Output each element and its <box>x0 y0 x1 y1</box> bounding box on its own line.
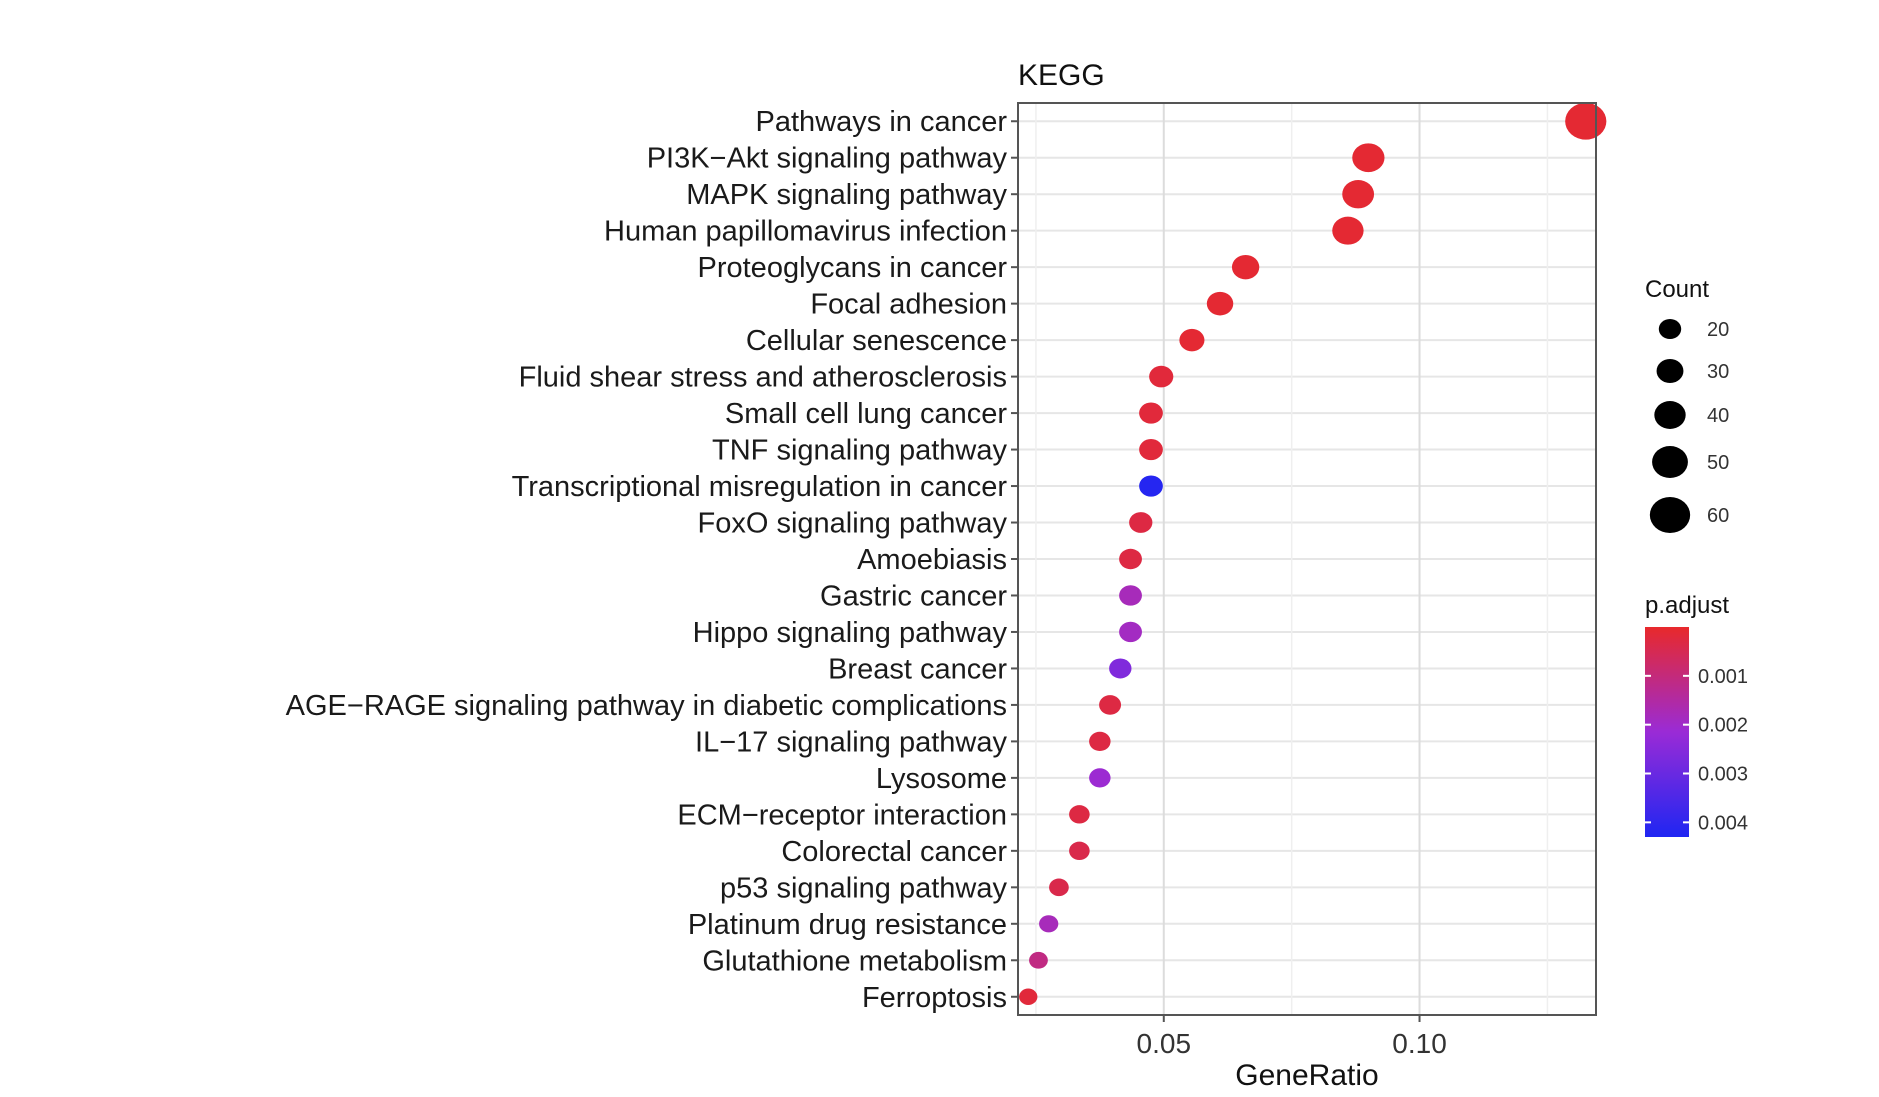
data-point <box>1069 805 1090 824</box>
y-tick-label: Transcriptional misregulation in cancer <box>512 471 1008 503</box>
data-point <box>1049 878 1069 897</box>
data-point <box>1342 180 1375 209</box>
y-tick-label: Fluid shear stress and atherosclerosis <box>519 362 1007 394</box>
y-tick-label: Pathways in cancer <box>756 106 1008 138</box>
data-point <box>1109 658 1132 679</box>
data-point <box>1119 585 1142 606</box>
data-point <box>1179 328 1205 352</box>
count-legend-dot <box>1649 497 1691 533</box>
colorbar-tick-label: 0.003 <box>1698 764 1748 786</box>
y-tick-label: MAPK signaling pathway <box>686 179 1007 211</box>
y-tick-label: Breast cancer <box>828 653 1007 685</box>
count-legend-title: Count <box>1645 276 1709 303</box>
y-tick-label: AGE−RAGE signaling pathway in diabetic c… <box>286 690 1007 722</box>
data-point <box>1019 988 1038 1005</box>
data-point <box>1139 475 1163 497</box>
y-tick-label: Glutathione metabolism <box>702 945 1007 977</box>
data-point <box>1352 143 1385 173</box>
colorbar-tick-label: 0.004 <box>1698 812 1748 834</box>
count-legend: Count 20 30 40 50 60 <box>1645 276 1729 533</box>
y-tick-label: ECM−receptor interaction <box>677 799 1007 831</box>
y-tick-label: Proteoglycans in cancer <box>698 252 1008 284</box>
count-legend-label: 30 <box>1707 361 1729 383</box>
grid-lines <box>1018 103 1596 1015</box>
x-tick-label: 0.10 <box>1392 1028 1447 1059</box>
data-points <box>1019 102 1607 1005</box>
colorbar-tick-label: 0.002 <box>1698 715 1748 737</box>
data-point <box>1565 102 1607 140</box>
y-tick-label: Focal adhesion <box>810 289 1007 321</box>
y-tick-label: Platinum drug resistance <box>688 909 1007 941</box>
y-tick-label: Cellular senescence <box>746 325 1007 357</box>
y-tick-label: Ferroptosis <box>862 982 1007 1014</box>
count-legend-dot <box>1654 401 1686 429</box>
y-tick-label: Amoebiasis <box>857 544 1007 576</box>
x-axis-title: GeneRatio <box>1235 1059 1378 1092</box>
p-adjust-colorbar <box>1645 627 1689 837</box>
y-tick-label: Human papillomavirus infection <box>604 216 1007 248</box>
p-adjust-legend-title: p.adjust <box>1645 592 1729 619</box>
y-tick-label: Small cell lung cancer <box>725 398 1007 430</box>
data-point <box>1332 216 1364 245</box>
colorbar-tick-label: 0.001 <box>1698 666 1748 688</box>
data-point <box>1206 291 1234 316</box>
data-point <box>1129 512 1153 533</box>
y-axis: Pathways in cancer PI3K−Akt signaling pat… <box>286 106 1018 1014</box>
y-tick-label: Hippo signaling pathway <box>693 617 1008 649</box>
count-legend-label: 50 <box>1707 452 1729 474</box>
x-tick-label: 0.05 <box>1137 1028 1192 1059</box>
y-tick-label: p53 signaling pathway <box>720 872 1007 904</box>
count-legend-label: 20 <box>1707 319 1729 341</box>
count-legend-label: 60 <box>1707 505 1729 527</box>
data-point <box>1099 695 1122 715</box>
count-legend-label: 40 <box>1707 405 1729 427</box>
data-point <box>1231 254 1260 280</box>
data-point <box>1149 365 1174 388</box>
data-point <box>1089 731 1111 752</box>
count-legend-dot <box>1652 446 1688 478</box>
y-tick-label: Colorectal cancer <box>781 836 1007 868</box>
data-point <box>1119 621 1142 643</box>
y-tick-label: IL−17 signaling pathway <box>695 726 1007 758</box>
data-point <box>1089 768 1111 788</box>
data-point <box>1139 402 1163 424</box>
x-axis: 0.05 0.10 <box>1137 1015 1447 1059</box>
chart-title: KEGG <box>1018 59 1105 92</box>
count-legend-dot <box>1658 319 1682 339</box>
data-point <box>1139 438 1163 461</box>
data-point <box>1069 841 1090 861</box>
data-point <box>1039 915 1059 933</box>
count-legend-dot <box>1656 359 1684 383</box>
y-tick-label: PI3K−Akt signaling pathway <box>647 143 1008 175</box>
p-adjust-legend: p.adjust 0.001 0.002 0.003 0.004 <box>1645 592 1748 837</box>
data-point <box>1029 951 1048 969</box>
y-tick-label: Gastric cancer <box>820 580 1007 612</box>
y-tick-label: TNF signaling pathway <box>712 435 1007 467</box>
data-point <box>1119 548 1142 570</box>
y-tick-label: Lysosome <box>876 763 1007 795</box>
y-tick-label: FoxO signaling pathway <box>698 508 1008 540</box>
